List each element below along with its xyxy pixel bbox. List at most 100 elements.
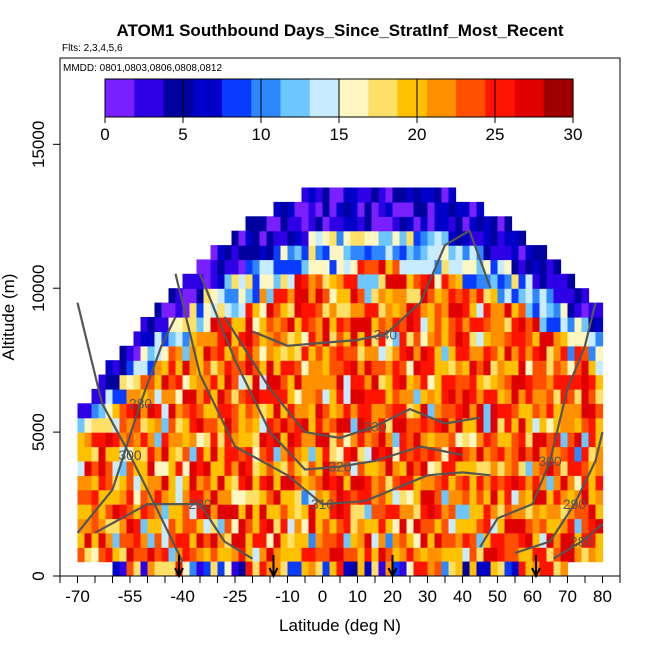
- heatmap-cell: [511, 403, 520, 419]
- colorbar-swatch: [280, 79, 311, 117]
- heatmap-cell: [476, 446, 485, 462]
- heatmap-cell: [210, 273, 219, 289]
- heatmap-cell: [273, 518, 282, 534]
- heatmap-cell: [175, 518, 184, 534]
- heatmap-cell: [385, 317, 394, 332]
- heatmap-cell: [392, 216, 401, 232]
- heatmap-cell: [427, 489, 436, 505]
- heatmap-cell: [385, 273, 394, 289]
- heatmap-cell: [189, 374, 198, 390]
- dates-subtitle: MMDD: 0801,0803,0806,0808,0812: [63, 63, 222, 74]
- heatmap-cell: [245, 230, 254, 246]
- heatmap-cell: [154, 403, 163, 419]
- heatmap-cell: [182, 532, 191, 548]
- heatmap-cell: [336, 432, 345, 448]
- heatmap-cell: [441, 446, 450, 462]
- heatmap-cell: [448, 187, 457, 203]
- heatmap-cell: [462, 532, 471, 548]
- heatmap-cell: [511, 489, 520, 505]
- heatmap-cell: [210, 374, 219, 390]
- heatmap-cell: [574, 460, 583, 476]
- heatmap-cell: [238, 518, 247, 534]
- colorbar-swatch: [163, 79, 194, 117]
- heatmap-cell: [238, 288, 247, 304]
- heatmap-cell: [511, 475, 520, 491]
- heatmap-cell: [196, 489, 205, 505]
- heatmap-cell: [217, 432, 226, 448]
- heatmap-cell: [588, 360, 597, 376]
- x-tick-label: -55: [118, 587, 143, 606]
- heatmap-cell: [455, 460, 464, 476]
- heatmap-cell: [378, 432, 387, 448]
- heatmap-cell: [182, 417, 191, 433]
- heatmap-cell: [532, 388, 541, 404]
- heatmap-cell: [350, 230, 359, 246]
- heatmap-cell: [497, 532, 506, 548]
- heatmap-cell: [322, 475, 331, 491]
- heatmap-cell: [462, 547, 471, 563]
- heatmap-cell: [497, 403, 506, 419]
- heatmap-cell: [336, 302, 345, 318]
- heatmap-cell: [371, 460, 380, 476]
- heatmap-cell: [581, 360, 590, 376]
- heatmap-cell: [189, 317, 198, 332]
- heatmap-cell: [238, 374, 247, 390]
- heatmap-cell: [532, 475, 541, 491]
- heatmap-cell: [133, 518, 142, 534]
- heatmap-cell: [469, 259, 478, 275]
- heatmap-cell: [266, 302, 275, 318]
- heatmap-cell: [231, 561, 240, 576]
- heatmap-cell: [301, 446, 310, 462]
- heatmap-cell: [406, 230, 415, 246]
- heatmap-cell: [224, 475, 233, 491]
- heatmap-cell: [196, 547, 205, 563]
- heatmap-cell: [301, 302, 310, 318]
- heatmap-cell: [504, 302, 513, 318]
- heatmap-cell: [595, 475, 604, 491]
- heatmap-cell: [490, 489, 499, 505]
- heatmap-cell: [483, 518, 492, 534]
- heatmap-cell: [434, 518, 443, 534]
- heatmap-cell: [392, 201, 401, 217]
- heatmap-cell: [371, 561, 380, 576]
- heatmap-cell: [238, 489, 247, 505]
- heatmap-cell: [266, 259, 275, 275]
- heatmap-cell: [588, 345, 597, 361]
- heatmap-cell: [490, 360, 499, 376]
- heatmap-cell: [476, 489, 485, 505]
- heatmap-cell: [441, 532, 450, 548]
- heatmap-cell: [147, 518, 156, 534]
- heatmap-cell: [315, 331, 324, 347]
- heatmap-cell: [378, 187, 387, 203]
- heatmap-cell: [168, 388, 177, 404]
- heatmap-cell: [287, 504, 296, 520]
- heatmap-cell: [595, 446, 604, 462]
- heatmap-cell: [210, 360, 219, 376]
- heatmap-cell: [203, 403, 212, 419]
- heatmap-cell: [518, 432, 527, 448]
- heatmap-cell: [315, 245, 324, 261]
- heatmap-cell: [308, 288, 317, 304]
- heatmap-cell: [448, 259, 457, 275]
- heatmap-cell: [441, 187, 450, 203]
- heatmap-cell: [329, 518, 338, 534]
- heatmap-cell: [252, 273, 261, 289]
- heatmap-cell: [490, 259, 499, 275]
- heatmap-cell: [504, 288, 513, 304]
- heatmap-cell: [490, 216, 499, 232]
- heatmap-cell: [203, 532, 212, 548]
- heatmap-cell: [294, 547, 303, 563]
- heatmap-cell: [77, 489, 86, 505]
- heatmap-cell: [483, 460, 492, 476]
- heatmap-cell: [553, 388, 562, 404]
- heatmap-cell: [469, 489, 478, 505]
- heatmap-cell: [448, 561, 457, 576]
- heatmap-cell: [231, 417, 240, 433]
- heatmap-cell: [588, 374, 597, 390]
- heatmap-cell: [413, 201, 422, 217]
- heatmap-cell: [280, 561, 289, 576]
- heatmap-cell: [91, 518, 100, 534]
- heatmap-cell: [210, 259, 219, 275]
- heatmap-cell: [287, 230, 296, 246]
- colorbar-swatch: [485, 79, 516, 117]
